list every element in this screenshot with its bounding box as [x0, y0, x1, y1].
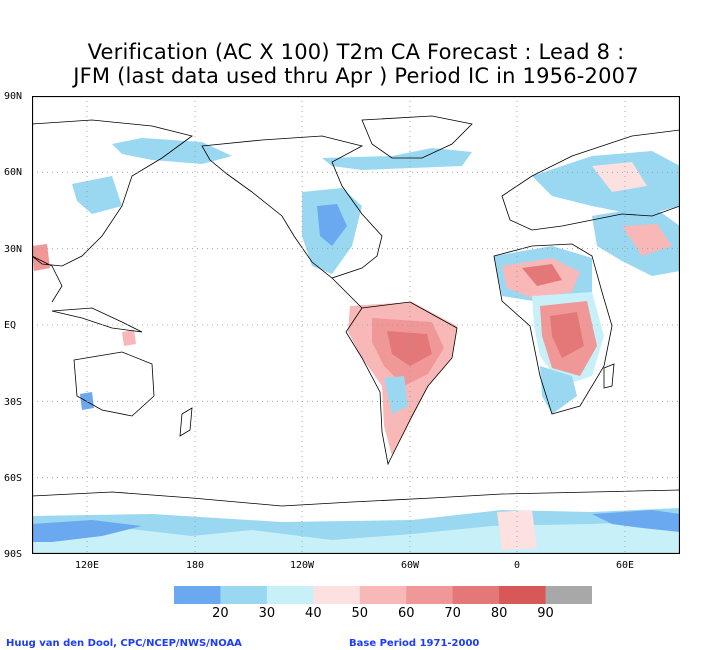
map-panel [32, 96, 680, 554]
shade-antarctic-pink [497, 510, 537, 550]
colorbar-level-label: 70 [444, 606, 461, 621]
shade-asia-east [72, 176, 122, 214]
colorbar [174, 586, 592, 604]
coastline-europe [501, 129, 680, 231]
colorbar-level-label: 80 [490, 606, 508, 621]
map-frame [32, 96, 680, 554]
coastline-asia-south [32, 255, 63, 303]
lat-label-30n: 30N [4, 244, 23, 255]
coastline-south-america [345, 301, 458, 466]
base-period-credit: Base Period 1971-2000 [349, 638, 480, 649]
lat-label-90s: 90S [4, 549, 23, 560]
shade-middle-east-pink [622, 224, 672, 256]
lon-label-120e: 120E [74, 560, 100, 571]
shade-antarctic-blue-east [592, 510, 680, 532]
coastline-antarctica [32, 489, 680, 507]
lon-label-120w: 120W [289, 560, 315, 571]
colorbar-swatch [359, 586, 407, 604]
colorbar-level-label: 50 [351, 606, 369, 621]
colorbar-swatch [174, 586, 221, 604]
shade-north-america-dark [317, 204, 347, 246]
colorbar-swatch [313, 586, 361, 604]
lat-label-90n: 90N [4, 91, 23, 102]
graticule [32, 96, 680, 554]
coastline-africa [493, 243, 613, 415]
shade-north-africa-red [522, 264, 562, 286]
chart-title-line-1: Verification (AC X 100) T2m CA Forecast … [87, 40, 625, 64]
shaded-correlation-fields [32, 138, 680, 554]
lat-label-60n: 60N [4, 167, 23, 178]
colorbar-swatch [266, 586, 314, 604]
lon-label-180: 180 [185, 560, 205, 571]
colorbar-level-label: 40 [305, 606, 322, 621]
coastline-north-america [201, 135, 383, 279]
author-credit: Huug van den Dool, CPC/NCEP/NWS/NOAA [6, 638, 242, 649]
colorbar-level-label: 90 [537, 606, 554, 621]
colorbar-level-label: 30 [258, 606, 276, 621]
lon-label-60e: 60E [615, 560, 635, 571]
lat-label-60s: 60S [4, 473, 23, 484]
lon-label-0: 0 [513, 560, 521, 571]
chart-title-line-2: JFM (last data used thru Apr ) Period IC… [73, 64, 639, 88]
shade-europe-pink [592, 162, 647, 192]
lon-label-60w: 60W [400, 560, 420, 571]
colorbar-level-label: 20 [212, 606, 229, 621]
coastline-new-zealand [179, 407, 193, 437]
colorbar-swatch [545, 586, 592, 604]
colorbar-swatch [406, 586, 454, 604]
coastline-central-america [331, 277, 363, 309]
coastline-australia [73, 351, 155, 417]
coastline-indonesia [51, 307, 143, 333]
colorbar-swatch [220, 586, 268, 604]
shade-patagonia-blue [384, 376, 408, 414]
lat-label-30s: 30S [4, 397, 23, 408]
shade-central-africa-red [550, 312, 584, 358]
coastlines [32, 115, 680, 507]
coastline-asia-east [32, 119, 193, 267]
coastline-madagascar [603, 363, 615, 389]
shade-south-africa [540, 366, 577, 414]
shade-greenland-area [322, 148, 472, 170]
shade-south-america-red [387, 331, 432, 366]
colorbar-level-label: 60 [397, 606, 415, 621]
shade-australia-pink [122, 330, 136, 346]
lat-label-eq: EQ [4, 320, 17, 331]
colorbar-swatch [499, 586, 547, 604]
colorbar-swatch [452, 586, 500, 604]
coastline-greenland [361, 115, 473, 159]
